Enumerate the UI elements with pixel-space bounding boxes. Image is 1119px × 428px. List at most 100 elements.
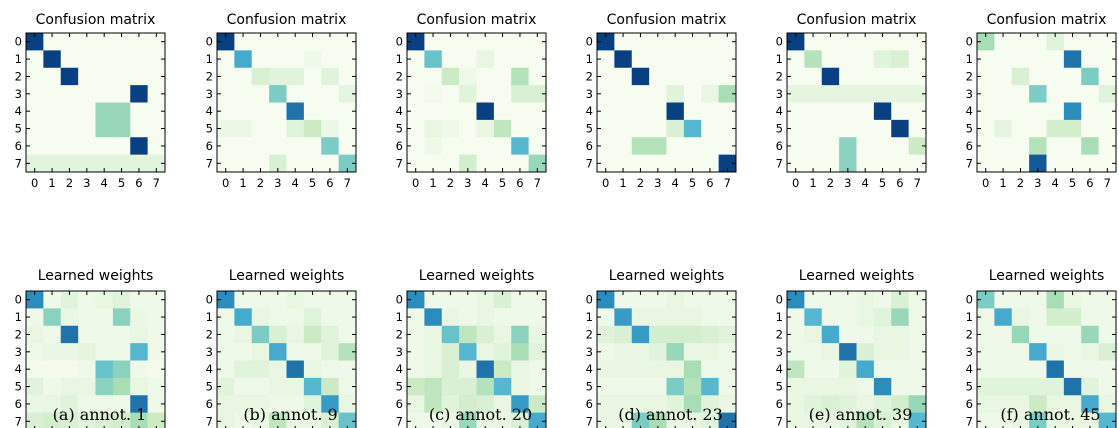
y-tick-label: 7 [15, 156, 22, 170]
heatmap-cell [666, 343, 685, 361]
heatmap-cell [666, 85, 685, 103]
heatmap-cell [994, 154, 1013, 173]
heatmap-cell [994, 67, 1013, 86]
heatmap-cell [908, 377, 927, 396]
heatmap-cell [666, 291, 685, 309]
heatmap-cell [130, 50, 149, 69]
heatmap-cell [269, 137, 287, 156]
heatmap-cell [873, 67, 892, 86]
heatmap-cell [666, 377, 685, 396]
x-tick-label: 6 [135, 176, 142, 190]
panel-caption: (f) annot. 45 [1000, 405, 1100, 424]
heatmap-cell [1063, 67, 1082, 86]
heatmap-cell [873, 85, 892, 103]
panel-caption: (d) annot. 23 [618, 405, 723, 424]
heatmap-cell [528, 325, 547, 344]
heatmap-cell [1029, 377, 1047, 396]
heatmap-cell [1029, 67, 1047, 86]
heatmap-cell [528, 85, 547, 103]
heatmap-cell [459, 50, 477, 69]
y-tick-label: 2 [206, 69, 213, 83]
heatmap-cell [683, 85, 702, 103]
heatmap-cell [321, 102, 340, 121]
heatmap-cell [95, 343, 114, 361]
y-tick-label: 3 [15, 87, 22, 101]
heatmap-cell [459, 325, 477, 344]
heatmap-cell [78, 360, 96, 379]
heatmap-cell [1081, 412, 1100, 428]
heatmap-cell [407, 360, 425, 379]
learned-weights-title: Learned weights [229, 268, 345, 284]
heatmap-cell [1063, 33, 1082, 51]
heatmap-cell [977, 102, 995, 121]
heatmap-cell [321, 119, 340, 138]
heatmap-cell [701, 154, 720, 173]
heatmap-cell [338, 67, 357, 86]
heatmap-cell [407, 412, 425, 428]
heatmap-cell [839, 85, 857, 103]
heatmap-cell [338, 33, 357, 51]
heatmap-cell [1046, 137, 1065, 156]
heatmap-cell [977, 412, 995, 428]
heatmap-cell [839, 395, 857, 414]
plot-frame [406, 32, 547, 173]
y-tick-label: 4 [586, 104, 593, 118]
x-tick-label: 7 [914, 176, 921, 190]
y-tick-label: 6 [206, 397, 213, 411]
heatmap-cell [251, 33, 270, 51]
heatmap-cell [1011, 154, 1030, 173]
heatmap-cell [441, 102, 460, 121]
heatmap-cell [614, 291, 633, 309]
heatmap-cell [994, 291, 1013, 309]
heatmap-cell [908, 67, 927, 86]
heatmap-cell [476, 50, 495, 69]
heatmap-cell [112, 360, 131, 379]
x-tick-label: 6 [326, 176, 333, 190]
y-tick-label: 0 [966, 35, 973, 49]
heatmap-cell [251, 102, 270, 121]
confusion-matrix-title: Confusion matrix [227, 12, 347, 28]
heatmap-cell [95, 154, 114, 173]
heatmap-cell [441, 137, 460, 156]
heatmap-cell [1081, 325, 1100, 344]
heatmap-cell [1029, 102, 1047, 121]
heatmap-cell [856, 377, 875, 396]
heatmap-cell [424, 137, 443, 156]
y-tick-label: 7 [206, 414, 213, 428]
y-tick-label: 5 [206, 380, 213, 394]
heatmap-cell [147, 291, 166, 309]
heatmap-cell [528, 137, 547, 156]
heatmap-cell [424, 343, 443, 361]
heatmap-cell [234, 291, 253, 309]
heatmap-cell [78, 50, 96, 69]
heatmap-cell [251, 119, 270, 138]
heatmap-cell [130, 412, 149, 428]
y-tick-label: 5 [15, 380, 22, 394]
heatmap-cell [493, 325, 512, 344]
heatmap-cell [269, 85, 287, 103]
heatmap-cell [95, 33, 114, 51]
heatmap-cell [597, 119, 615, 138]
learned-weights-title: Learned weights [989, 268, 1105, 284]
heatmap-cell [476, 343, 495, 361]
heatmap-cell [597, 137, 615, 156]
heatmap-cell [528, 50, 547, 69]
heatmap-cell [891, 377, 910, 396]
heatmap-cell [1063, 360, 1082, 379]
heatmap-cell [234, 325, 253, 344]
heatmap-cell [804, 308, 823, 327]
heatmap-cell [476, 360, 495, 379]
heatmap-cell [269, 308, 287, 327]
heatmap-cell [459, 308, 477, 327]
y-tick-label: 6 [776, 139, 783, 153]
heatmap-cell [1046, 395, 1065, 414]
heatmap-cell [286, 308, 305, 327]
heatmap-cell [251, 395, 270, 414]
y-tick-label: 6 [776, 397, 783, 411]
heatmap-cell [147, 137, 166, 156]
heatmap-cell [666, 119, 685, 138]
panel-caption: (b) annot. 9 [243, 405, 337, 424]
heatmap-cell [528, 119, 547, 138]
heatmap-cell [614, 377, 633, 396]
